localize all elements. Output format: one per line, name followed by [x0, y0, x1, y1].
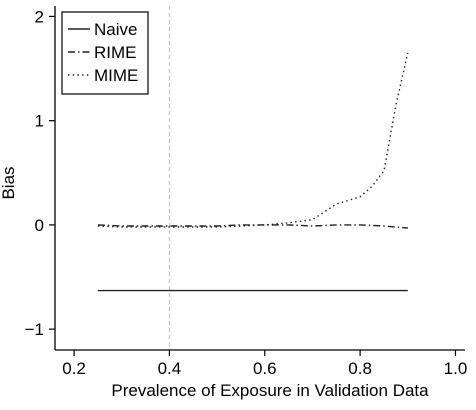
x-tick-label: 1.0: [444, 359, 468, 378]
legend-label-naive: Naive: [94, 20, 137, 39]
y-tick-label: 2: [35, 7, 44, 26]
y-tick-label: 0: [35, 216, 44, 235]
legend: Naive RIME MIME: [61, 11, 149, 95]
x-tick-label: 0.2: [62, 359, 86, 378]
y-axis-ticks: −1 0 1 2: [25, 7, 55, 339]
axes-layer: [54, 6, 465, 351]
legend-box: [61, 11, 149, 95]
x-axis-title: Prevalence of Exposure in Validation Dat…: [111, 381, 429, 400]
x-tick-label: 0.8: [348, 359, 372, 378]
y-tick-label: −1: [25, 320, 44, 339]
legend-label-mime: MIME: [94, 66, 138, 85]
series-layer: [97, 52, 409, 292]
x-tick-label: 0.6: [253, 359, 277, 378]
y-axis-title: Bias: [0, 166, 18, 199]
legend-items: Naive RIME MIME: [68, 20, 138, 85]
legend-label-rime: RIME: [94, 43, 137, 62]
series-line-mime: [97, 52, 409, 228]
x-tick-label: 0.4: [158, 359, 182, 378]
series-line-rime: [97, 224, 408, 229]
y-tick-label: 1: [35, 112, 44, 131]
x-axis-ticks: 0.2 0.4 0.6 0.8 1.0: [62, 350, 467, 378]
